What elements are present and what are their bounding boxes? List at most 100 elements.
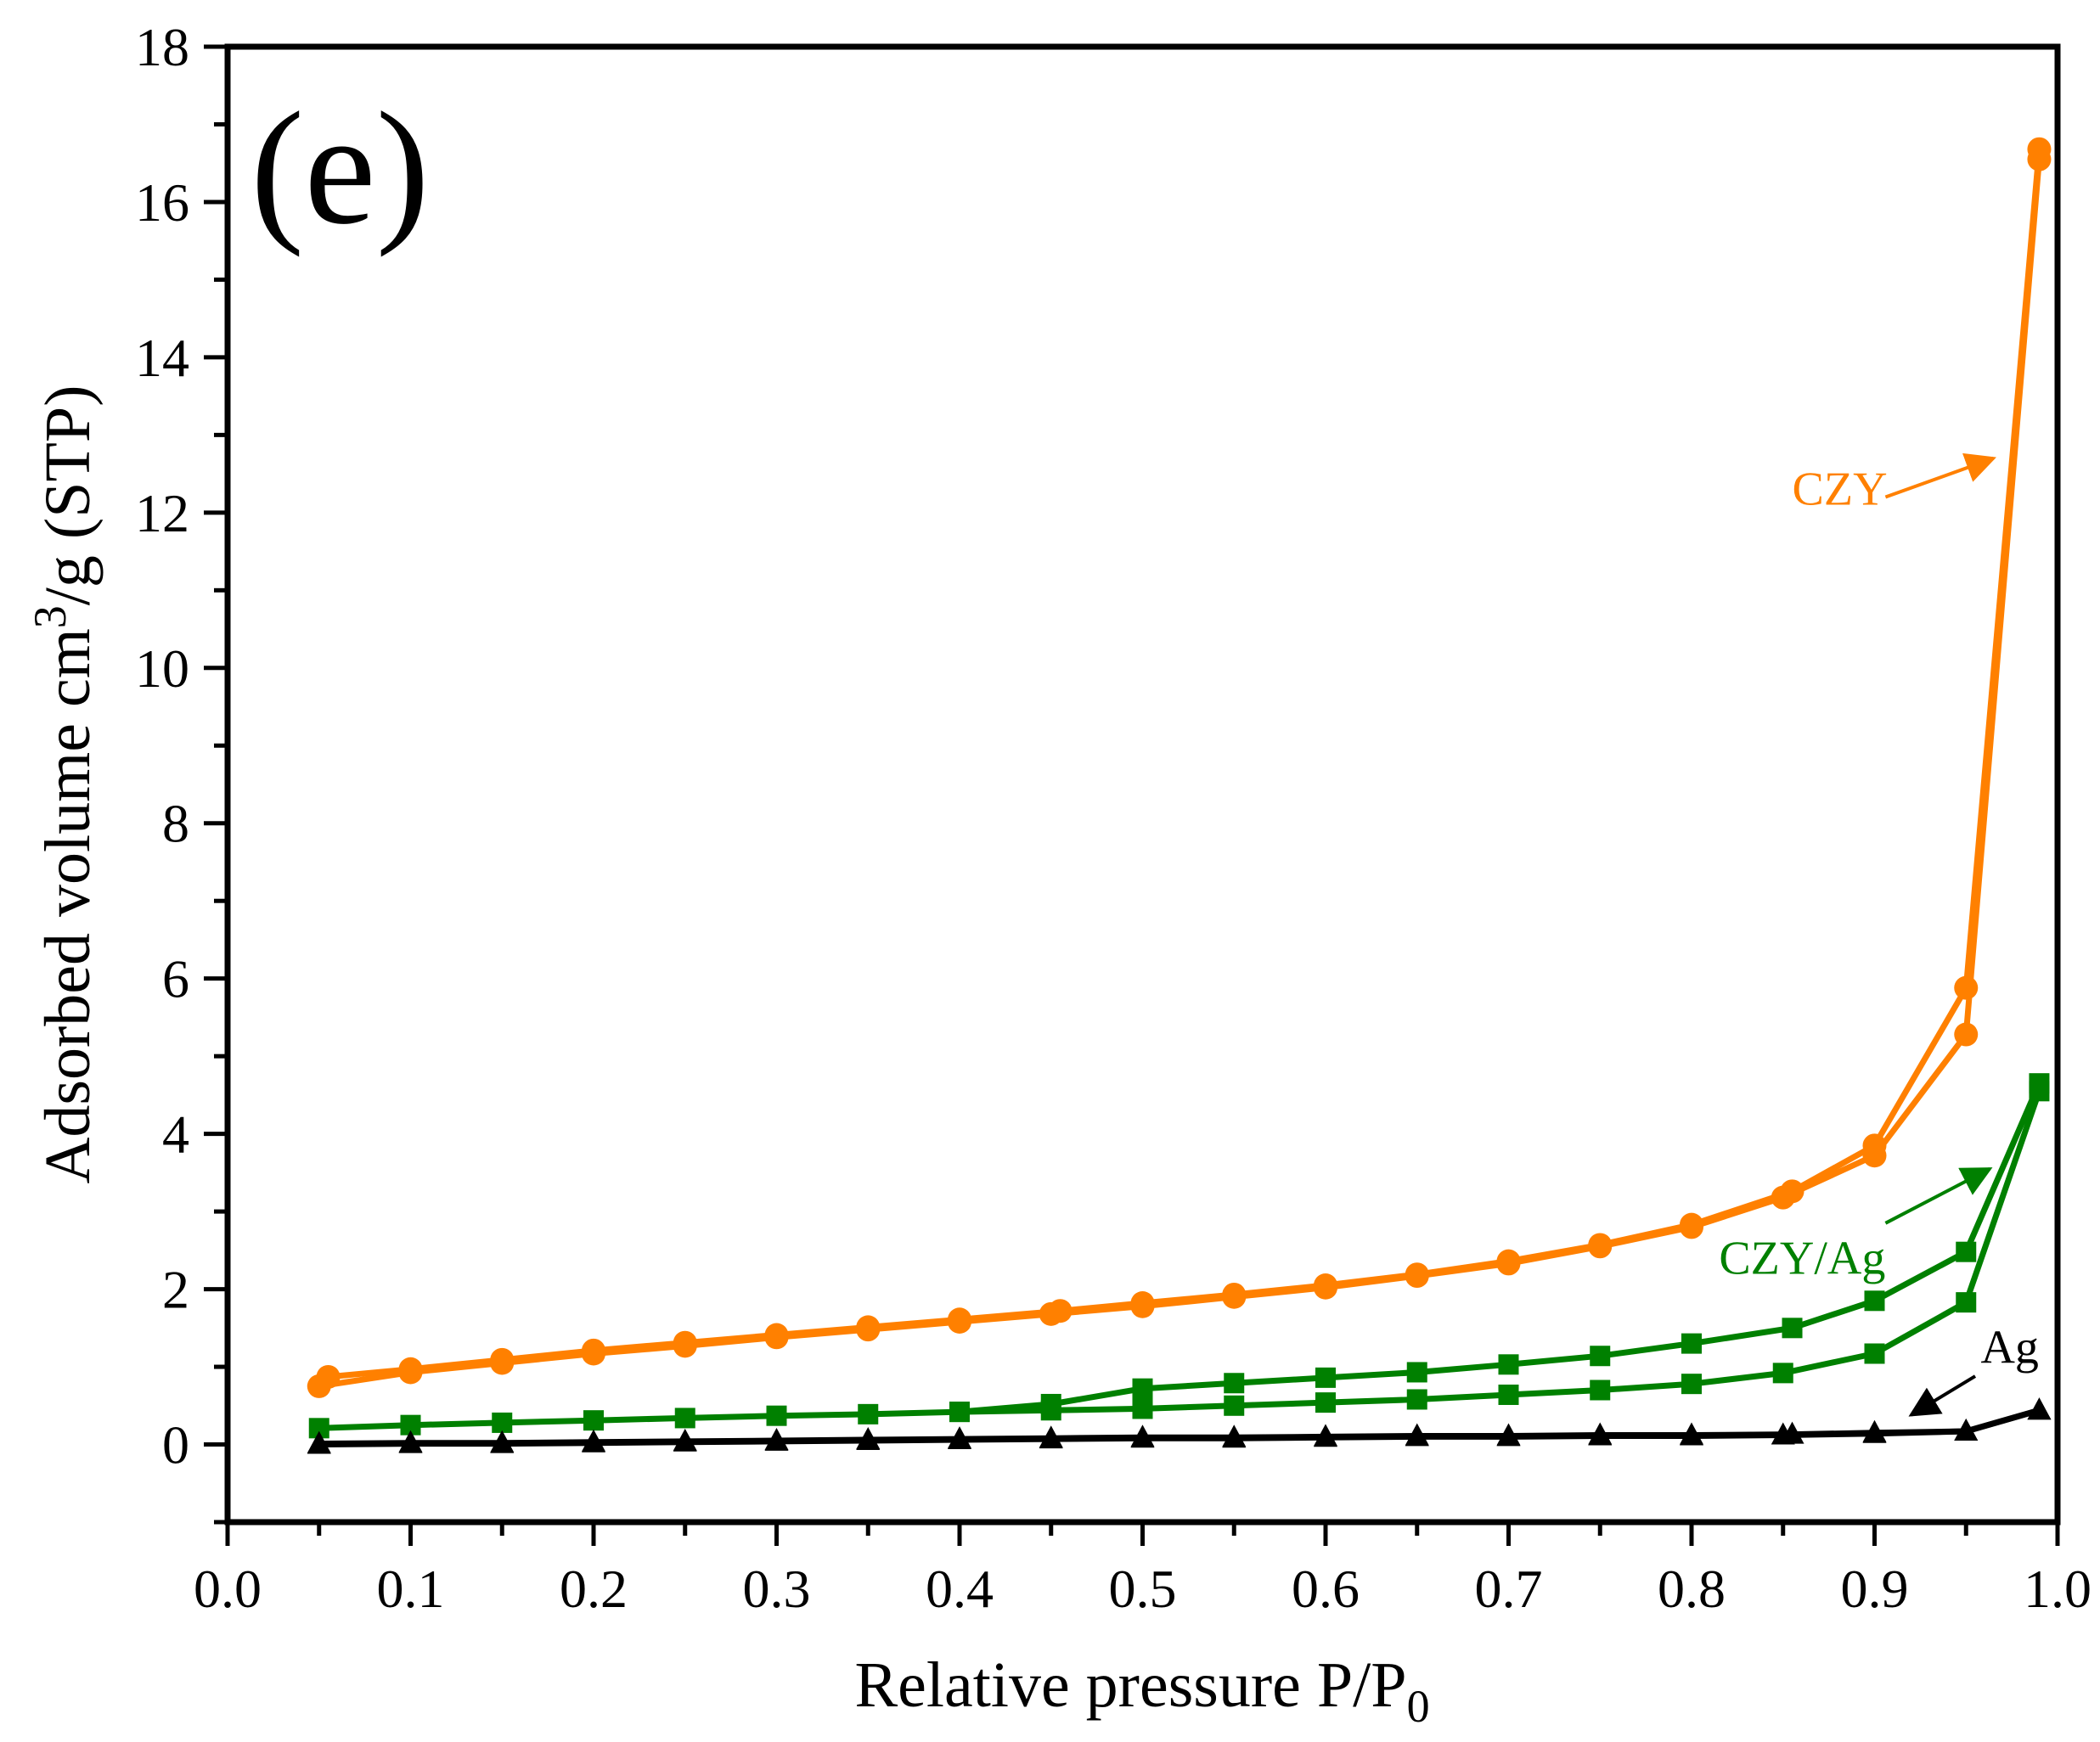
y-tick-label: 2 — [162, 1260, 189, 1320]
data-point-ag — [307, 1430, 331, 1453]
data-point-ag — [1496, 1423, 1521, 1446]
annotation-arrow-czy-ag — [1884, 1167, 1993, 1225]
data-point-czy-ag — [492, 1412, 513, 1433]
x-axis-title: Relative pressure P/P0 — [854, 1649, 1429, 1732]
data-point-czy — [1314, 1273, 1337, 1298]
data-point-czy — [1496, 1249, 1521, 1273]
annotation-label-czy-ag: CZY/Ag — [1719, 1232, 1885, 1284]
x-tick-label: 0.9 — [1841, 1559, 1909, 1619]
data-point-czy — [316, 1364, 341, 1389]
data-point-czy-ag — [1224, 1395, 1245, 1416]
annotation-layer: CZY CZY/Ag Ag — [1719, 452, 2039, 1417]
data-point-ag — [1954, 1418, 1979, 1441]
y-axis-title-main: Adsorbed volume cm — [32, 628, 104, 1183]
data-point-czy — [1588, 1233, 1613, 1257]
x-tick-label: 0.2 — [560, 1559, 628, 1619]
data-point-ag — [1780, 1421, 1804, 1444]
data-point-czy — [490, 1347, 515, 1372]
data-point-czy-ag — [1040, 1393, 1061, 1414]
data-point-czy-ag — [1864, 1343, 1885, 1364]
data-point-ag — [1314, 1424, 1337, 1447]
data-point-czy-ag — [766, 1405, 787, 1426]
data-point-ag — [1680, 1422, 1703, 1445]
y-tick-label: 12 — [135, 483, 189, 543]
y-tick-label: 0 — [162, 1415, 189, 1475]
data-point-czy-ag — [1315, 1392, 1336, 1413]
y-axis-title: Adsorbed volume cm3/g (STP) — [25, 385, 104, 1183]
y-tick-label: 14 — [135, 328, 189, 388]
data-point-ag — [1222, 1425, 1247, 1447]
data-point-czy — [1130, 1291, 1155, 1316]
data-point-czy-ag — [2029, 1073, 2050, 1094]
data-point-czy-ag — [1956, 1241, 1977, 1262]
data-point-czy — [1862, 1133, 1887, 1158]
data-point-czy-ag — [1590, 1346, 1611, 1367]
data-point-czy-ag — [1956, 1292, 1977, 1313]
data-point-czy — [1405, 1262, 1429, 1287]
data-point-czy — [1954, 1022, 1979, 1047]
data-point-czy — [398, 1357, 423, 1381]
annotation-label-czy: CZY — [1793, 464, 1888, 516]
x-tick-label: 0.5 — [1109, 1559, 1177, 1619]
data-point-czy-ag — [1498, 1354, 1519, 1375]
x-tick-label: 0.0 — [194, 1559, 262, 1619]
y-tick-label: 18 — [135, 17, 189, 77]
data-point-ag — [764, 1427, 789, 1450]
series-line-ag-desorption — [318, 1407, 2041, 1447]
axis-ticks: 0.0 0.1 0.2 0.3 0.4 0.5 0.6 0.7 0.8 0.9 1.0 0 2 4 6 8 10… — [135, 17, 2092, 1619]
annotation-arrow-ag — [1908, 1374, 1977, 1417]
data-point-czy-ag — [1132, 1398, 1153, 1419]
data-point-czy — [948, 1307, 971, 1332]
data-point-czy-ag — [1315, 1367, 1336, 1388]
series-layer — [307, 137, 2052, 1454]
x-tick-label: 0.6 — [1292, 1559, 1360, 1619]
data-point-czy — [1222, 1282, 1247, 1306]
y-tick-label: 10 — [135, 638, 189, 699]
data-point-czy-ag — [858, 1403, 879, 1425]
y-axis-title-superscript: 3 — [25, 605, 76, 628]
x-tick-label: 1.0 — [2024, 1559, 2092, 1619]
data-point-ag — [398, 1430, 423, 1453]
data-point-czy-ag — [1498, 1384, 1519, 1405]
data-point-ag — [948, 1426, 971, 1449]
x-tick-label: 0.8 — [1658, 1559, 1726, 1619]
data-point-czy-ag — [1590, 1380, 1611, 1401]
y-tick-label: 8 — [162, 794, 189, 854]
data-point-czy-ag — [1224, 1373, 1245, 1394]
data-point-czy-ag — [1782, 1318, 1803, 1339]
y-tick-label: 4 — [162, 1104, 189, 1165]
data-point-czy-ag — [674, 1408, 695, 1429]
data-point-czy — [1048, 1299, 1073, 1323]
y-axis-title-tail: /g (STP) — [32, 385, 104, 605]
data-point-ag — [582, 1429, 605, 1452]
series-line-czy-ag-adsorption — [318, 1090, 2042, 1431]
data-point-czy-ag — [1406, 1362, 1427, 1383]
x-tick-label: 0.4 — [926, 1559, 994, 1619]
data-point-ag — [856, 1427, 881, 1450]
data-point-czy-ag — [1132, 1378, 1153, 1399]
data-point-ag — [1130, 1425, 1155, 1447]
data-point-ag — [2027, 1397, 2052, 1420]
data-point-ag — [1405, 1423, 1429, 1446]
x-axis-title-subscript: 0 — [1407, 1681, 1430, 1732]
annotation-label-ag: Ag — [1980, 1321, 2038, 1374]
data-point-czy — [856, 1315, 881, 1340]
data-point-ag — [1588, 1422, 1613, 1445]
x-axis-title-main: Relative pressure P/P — [854, 1649, 1406, 1721]
data-point-czy-ag — [1406, 1389, 1427, 1410]
panel-label: (e) — [251, 80, 430, 258]
data-point-czy-ag — [1681, 1374, 1702, 1395]
data-point-czy — [1780, 1179, 1804, 1204]
data-point-czy-ag — [949, 1402, 970, 1423]
data-point-czy-ag — [583, 1410, 604, 1431]
data-point-czy — [582, 1338, 605, 1363]
data-point-czy — [1680, 1212, 1703, 1237]
x-tick-label: 0.3 — [743, 1559, 811, 1619]
data-point-czy-ag — [1772, 1363, 1793, 1384]
y-tick-label: 16 — [135, 172, 189, 233]
data-point-czy — [764, 1323, 789, 1347]
data-point-ag — [673, 1428, 697, 1451]
data-point-czy — [2027, 137, 2052, 161]
data-point-czy — [673, 1330, 697, 1355]
